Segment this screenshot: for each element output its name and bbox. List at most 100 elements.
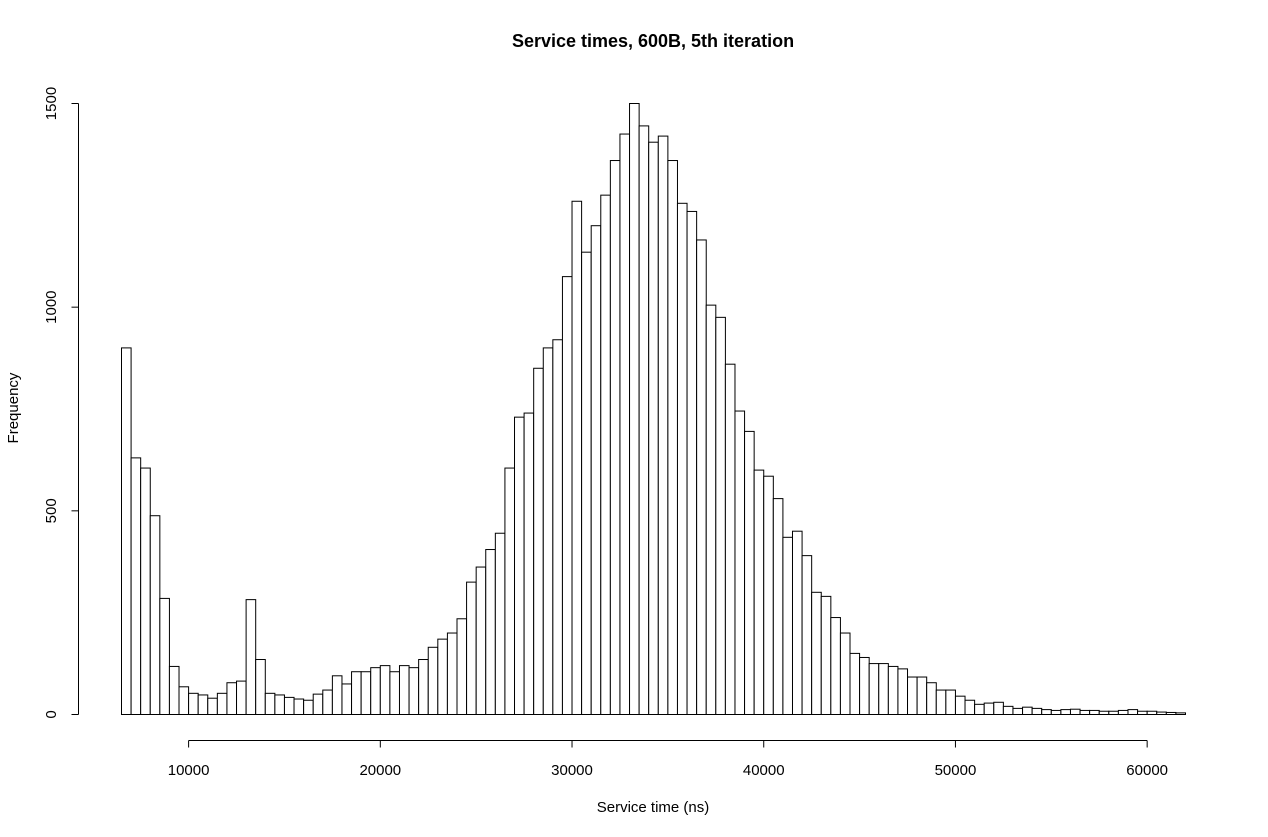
histogram-bar <box>648 141 659 715</box>
histogram-bar <box>437 638 448 716</box>
chart-title: Service times, 600B, 5th iteration <box>512 31 794 51</box>
x-tick-label: 40000 <box>743 762 785 779</box>
histogram-bar <box>1002 705 1014 715</box>
histogram-bar <box>216 692 228 716</box>
histogram-bar <box>1127 709 1139 715</box>
histogram-bar <box>945 689 956 715</box>
histogram-bar <box>312 693 324 716</box>
histogram-bar <box>1031 707 1043 716</box>
histogram-bar <box>418 659 429 716</box>
histogram-bar <box>590 225 602 715</box>
histogram-bar <box>245 599 257 716</box>
histogram-bar <box>868 663 880 716</box>
histogram-bars <box>121 103 1187 716</box>
histogram-bar <box>322 689 333 715</box>
histogram-bar <box>149 515 161 715</box>
histogram-bar <box>667 160 678 715</box>
histogram-bar <box>188 692 199 716</box>
histogram-bar <box>753 469 765 715</box>
histogram-bar <box>964 699 976 715</box>
histogram-bar <box>629 103 640 715</box>
histogram-bar <box>283 696 295 716</box>
x-axis: 10000 20000 30000 40000 50000 60000 <box>168 740 1168 779</box>
y-tick-label: 1000 <box>43 290 60 323</box>
histogram-bar <box>360 671 372 715</box>
histogram-bar <box>897 668 909 716</box>
histogram-bar <box>130 457 142 715</box>
histogram-bar <box>207 697 218 716</box>
histogram-bar <box>159 597 170 715</box>
histogram-bar <box>542 347 554 715</box>
histogram-bar <box>178 686 190 715</box>
histogram-bar <box>255 659 266 716</box>
histogram-bar <box>830 617 841 715</box>
histogram-bar <box>1069 708 1081 716</box>
histogram-bar <box>552 339 563 715</box>
histogram-bar <box>801 555 813 716</box>
histogram-bar <box>1117 709 1129 715</box>
histogram-bar <box>466 581 477 715</box>
histogram-bar <box>197 694 209 716</box>
histogram-bar <box>724 363 736 715</box>
histogram-bar <box>236 680 247 715</box>
histogram-bar <box>1146 710 1158 715</box>
histogram-bar <box>734 410 746 715</box>
histogram-bar <box>485 549 496 716</box>
histogram-bar <box>954 695 966 715</box>
x-axis-label: Service time (ns) <box>597 799 710 816</box>
histogram-bar <box>446 632 458 716</box>
histogram-bar <box>696 239 707 716</box>
histogram-bar <box>1098 710 1110 715</box>
histogram-bar <box>370 667 381 715</box>
histogram-bar <box>351 671 362 715</box>
histogram-bar <box>878 663 889 716</box>
histogram-bar <box>331 675 343 715</box>
histogram-bar <box>983 702 995 716</box>
histogram-bar <box>514 416 525 715</box>
histogram-bar <box>619 133 631 716</box>
histogram-bar <box>379 665 391 715</box>
histogram-bar <box>303 699 314 715</box>
y-axis-label: Frequency <box>5 372 22 443</box>
y-axis: 0 500 1000 1500 <box>43 87 79 719</box>
histogram-bar <box>264 692 276 716</box>
histogram-bar <box>1079 709 1091 715</box>
histogram-bar <box>744 430 755 715</box>
histogram-bar <box>1108 710 1119 715</box>
histogram-bar <box>427 646 439 715</box>
histogram-bar <box>504 467 516 715</box>
histogram-bar <box>1060 709 1071 715</box>
histogram-bar <box>571 200 583 715</box>
histogram-bar <box>791 530 803 716</box>
histogram-bar <box>494 532 506 715</box>
histogram-bar <box>782 536 793 715</box>
histogram-bar <box>859 656 870 715</box>
histogram-bar <box>581 251 592 715</box>
histogram-bar <box>398 665 410 715</box>
y-tick-label: 1500 <box>43 87 60 120</box>
histogram-bar <box>140 467 151 715</box>
histogram-bar <box>1050 709 1062 715</box>
histogram-bar <box>715 316 726 715</box>
x-tick-label: 50000 <box>935 762 977 779</box>
histogram-bar <box>1041 709 1052 715</box>
histogram-bar <box>341 683 353 716</box>
histogram-bar <box>1165 711 1177 716</box>
histogram-bar <box>916 676 928 716</box>
histogram-bar <box>839 632 851 716</box>
histogram-bar <box>1022 706 1033 715</box>
histogram-bar <box>887 665 899 715</box>
histogram-bar <box>168 665 180 715</box>
histogram-bar <box>561 276 573 715</box>
histogram-bar <box>600 194 611 715</box>
histogram-bar <box>676 202 688 716</box>
histogram-bar <box>849 652 861 716</box>
histogram-bar <box>1137 710 1148 715</box>
histogram-bar <box>121 347 132 715</box>
histogram-bar <box>408 667 420 715</box>
histogram-bar <box>456 618 468 716</box>
histogram-bar <box>1012 707 1024 716</box>
y-tick-label: 0 <box>43 710 60 718</box>
histogram-bar <box>226 682 238 715</box>
